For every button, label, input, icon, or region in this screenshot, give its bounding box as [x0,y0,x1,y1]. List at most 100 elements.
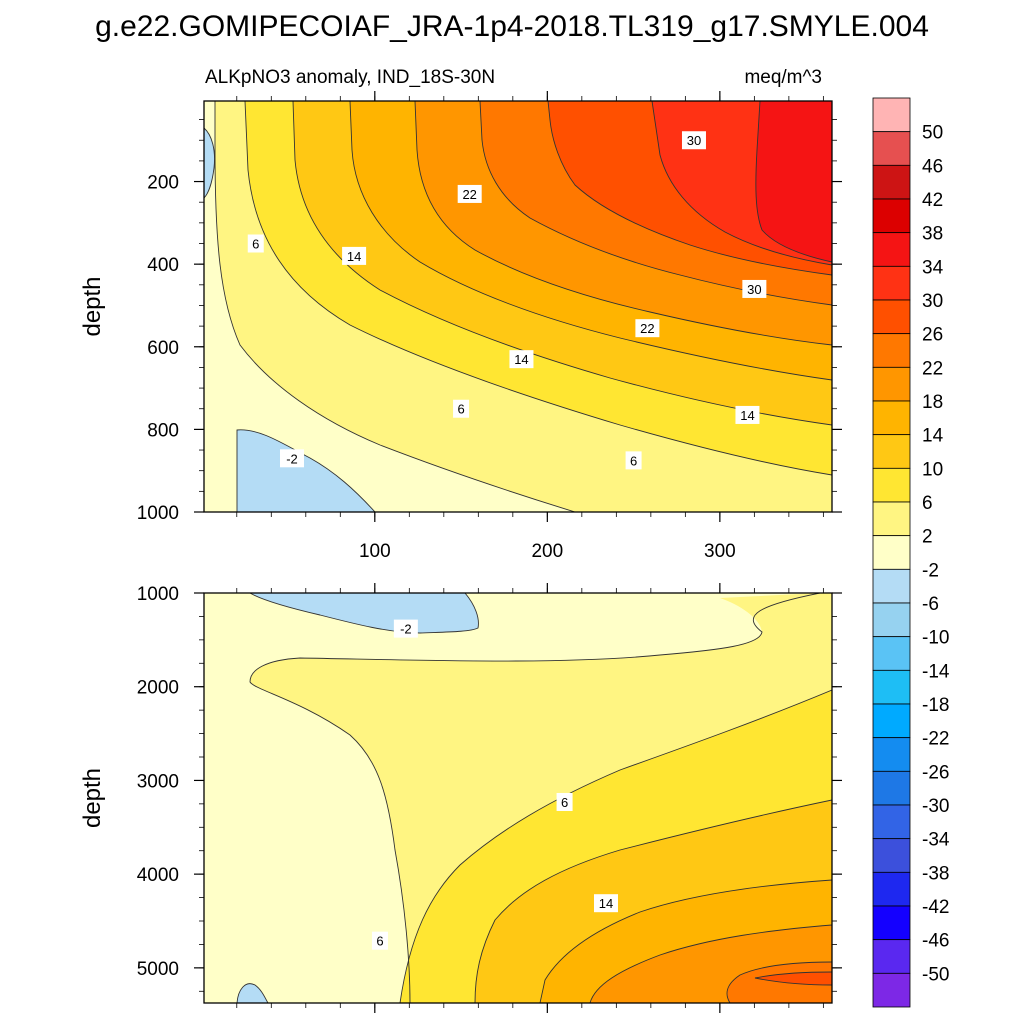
colorbar-level-label: -10 [922,628,949,649]
lower-band-neg2-a [250,593,479,633]
lower-band-neg2-b [237,983,268,1003]
upper-plot-frame [203,100,833,513]
lower-y-axis-title: depth [79,768,106,828]
colorbar-level-label: 46 [922,156,943,177]
upper-band-neg2-b [204,128,215,198]
colorbar-swatch [872,299,911,335]
upper-contour-label-bg [635,319,660,338]
upper-contour-line [236,429,376,512]
colorbar-level-label: 2 [922,527,933,548]
upper-contour-label: 22 [640,321,654,336]
colorbar-level-label: -42 [922,897,949,918]
upper-contour-line [547,101,832,276]
colorbar-level-label: 26 [922,325,943,346]
upper-contour-label-bg [342,246,367,265]
lower-contour-label-bg [556,792,573,811]
colorbar-swatch [872,366,911,402]
colorbar-level-label: 14 [922,426,944,447]
upper-contour-label-bg [742,279,767,298]
colorbar-level-label: 18 [922,392,943,413]
upper-y-tick-label: 1000 [137,503,179,524]
lower-contour-label: 6 [376,934,383,949]
colorbar-swatch [872,568,911,604]
lower-axes: 1000 2000 3000 4000 5000 [137,583,842,1013]
upper-contour-label: 22 [462,187,476,202]
upper-contour-field [204,101,832,512]
colorbar-level-label: -34 [922,830,950,851]
colorbar-swatch [872,602,911,638]
colorbar-level-label: -6 [922,594,939,615]
colorbar-swatch [872,434,911,469]
colorbar-level-label: -26 [922,762,949,783]
colorbar-swatch [872,232,911,267]
colorbar-swatch [872,939,911,974]
colorbar-level-label: 42 [922,190,943,211]
upper-axes: 100 200 300 200 400 600 800 1000 [137,91,842,562]
upper-contour-label-bg [247,234,264,253]
right-subtitle: meq/m^3 [744,67,822,88]
upper-contour-line [651,101,832,266]
colorbar-swatch [872,333,911,368]
lower-contour-field [204,593,832,1003]
upper-contour-line [414,101,832,346]
lower-contour-label-bg [593,894,618,913]
upper-contour-label: -2 [286,451,298,466]
colorbar-swatch [872,131,911,166]
upper-contour-label-bg [509,350,534,369]
upper-y-tick-label: 200 [147,173,179,194]
colorbar-swatch [872,804,911,840]
upper-band-38 [755,101,832,262]
lower-contour-line [539,879,832,1003]
colorbar-swatch [872,703,911,739]
lower-y-tick-label: 5000 [137,959,179,980]
lower-contour-line [726,961,832,1003]
upper-y-tick-label: 800 [147,420,179,441]
colorbar-level-label: -38 [922,863,949,884]
colorbar-level-label: -2 [922,560,939,581]
colorbar-swatch [872,871,911,907]
colorbar-level-label: -30 [922,796,949,817]
colorbar-swatch [872,164,911,200]
figure-title: g.e22.GOMIPECOIAF_JRA-1p4-2018.TL319_g17… [95,10,929,43]
colorbar-swatch [872,198,911,234]
lower-y-tick-label: 4000 [137,865,179,886]
colorbar-swatch [872,905,911,941]
lower-contour-line [249,593,821,1003]
colorbar-level-label: 30 [922,291,943,312]
colorbar-level-label: 6 [922,493,933,514]
lower-panel: -2 6 14 6 1000 2000 3000 4000 5000 depth [79,583,842,1013]
upper-contour-line [292,101,832,426]
colorbar-swatch [872,669,911,705]
upper-contour-line [755,101,832,263]
upper-contour-line [214,101,576,512]
upper-contour-line [349,101,832,381]
lower-y-tick-label: 2000 [137,678,179,699]
left-subtitle: ALKpNO3 anomaly, IND_18S-30N [205,67,495,88]
lower-plot-frame [203,592,833,1004]
lower-contour-label: 14 [599,896,613,911]
colorbar-swatch [872,535,911,570]
colorbar-swatch [872,265,911,301]
upper-contour-labels: 30 22 6 14 30 22 14 6 14 6 -2 [247,131,767,470]
colorbar-level-label: 22 [922,358,943,379]
upper-contour-label: 6 [252,237,259,252]
upper-contour-label-bg [279,449,304,468]
upper-contour-label: 6 [457,402,464,417]
colorbar-swatch [872,972,911,1008]
upper-contour-label-bg [681,131,706,150]
upper-x-tick-label: 200 [531,541,563,562]
upper-contour-label-bg [457,184,482,203]
upper-contour-label: 14 [740,408,754,423]
colorbar-swatch [872,501,911,537]
lower-contour-line [236,983,269,1003]
colorbar-level-label: 34 [922,257,944,278]
upper-x-tick-label: 100 [359,541,391,562]
upper-y-tick-label: 400 [147,255,179,276]
lower-contour-line [474,799,832,1003]
lower-y-tick-label: 3000 [137,771,179,792]
upper-contour-line [244,101,832,476]
colorbar-swatch [872,770,911,806]
upper-x-tick-label: 300 [704,541,736,562]
upper-band-neg2-a [237,429,375,512]
